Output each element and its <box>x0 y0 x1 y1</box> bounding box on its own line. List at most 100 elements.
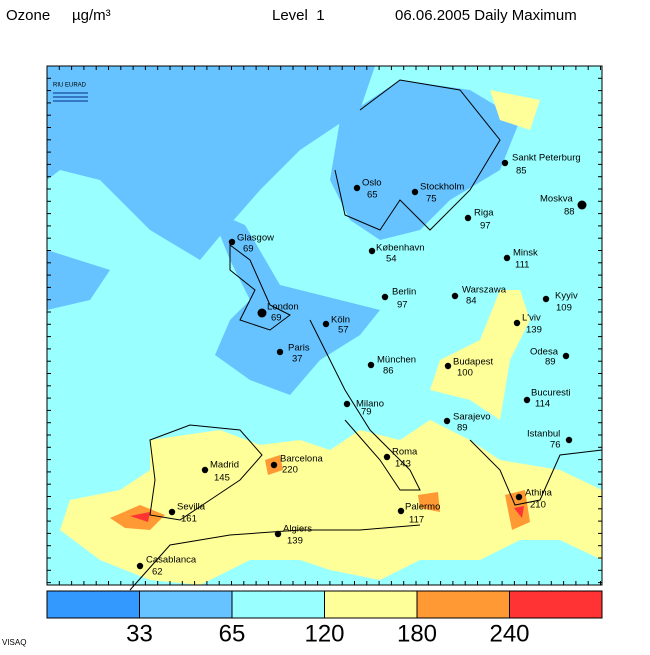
city-value: 69 <box>271 313 282 324</box>
city-value: 76 <box>550 440 561 451</box>
city-dot <box>503 254 511 262</box>
city-name: Odesa <box>530 347 559 358</box>
legend-tick: 180 <box>397 620 437 647</box>
city-name: Bucuresti <box>531 388 571 399</box>
city-name: Athina <box>525 488 553 499</box>
city-value: 75 <box>426 194 437 205</box>
city-name: Budapest <box>453 357 494 368</box>
city-dot <box>464 214 472 222</box>
city-name: Paris <box>288 343 310 354</box>
city-value: 97 <box>480 221 491 232</box>
map-field <box>46 65 603 591</box>
city-dot <box>367 361 375 369</box>
city-name: Warszawa <box>462 285 507 296</box>
city-name: Istanbul <box>527 429 560 440</box>
city-value: 145 <box>214 473 230 484</box>
city-dot <box>270 461 278 469</box>
unit: µg/m³ <box>72 7 111 24</box>
city-value: 210 <box>530 500 546 511</box>
city-name: Roma <box>392 447 418 458</box>
city-name: Sevilla <box>177 502 206 513</box>
city-value: 139 <box>526 325 542 336</box>
city-name: Stockholm <box>420 182 464 193</box>
legend-swatch <box>139 590 233 619</box>
city-value: 85 <box>516 166 527 177</box>
city-value: 117 <box>409 515 424 526</box>
city-dot <box>513 319 521 327</box>
city-name: Kyyiv <box>555 291 578 302</box>
city-value: 65 <box>367 190 378 201</box>
legend: 33 65 120 180 240 <box>46 590 603 647</box>
city-value: 220 <box>282 465 298 476</box>
level: Level 1 <box>272 7 325 24</box>
city-value: 88 <box>564 207 575 218</box>
city-name: Madrid <box>210 460 239 471</box>
city-name: Riga <box>474 208 494 219</box>
legend-swatch <box>46 590 140 619</box>
city-name: L'viv <box>522 313 541 324</box>
city-dot <box>444 362 452 370</box>
city-value: 100 <box>457 368 473 379</box>
legend-swatch <box>324 590 418 619</box>
city-dot <box>276 348 284 356</box>
city-dot <box>411 188 419 196</box>
city-dot <box>343 400 351 408</box>
city-dot <box>136 562 144 570</box>
city-name: Algiers <box>283 524 312 535</box>
city-dot <box>381 293 389 301</box>
city-dot <box>368 247 376 255</box>
city-name: København <box>376 243 425 254</box>
city-value: 84 <box>466 296 477 307</box>
city-dot <box>397 507 405 515</box>
city-dot <box>515 493 523 501</box>
city-dot <box>274 530 282 538</box>
city-dot <box>257 308 267 318</box>
city-value: 89 <box>545 357 556 368</box>
legend-swatch <box>416 590 510 619</box>
city-dot <box>228 238 236 246</box>
city-dot <box>501 159 509 167</box>
city-name: Minsk <box>513 248 538 259</box>
city-dot <box>353 184 361 192</box>
city-name: Moskva <box>540 194 573 205</box>
city-name: Oslo <box>362 178 382 189</box>
city-dot <box>451 292 459 300</box>
city-name: Barcelona <box>280 454 323 465</box>
city-dot <box>523 396 531 404</box>
logo-waves <box>53 92 88 102</box>
legend-tick: 33 <box>126 620 153 647</box>
city-dot <box>542 295 550 303</box>
city-value: 86 <box>383 366 394 377</box>
city-dot <box>383 453 391 461</box>
city-name: Milano <box>356 399 384 410</box>
city-value: 111 <box>515 260 529 271</box>
date: 06.06.2005 Daily Maximum <box>395 7 577 24</box>
city-value: 109 <box>556 303 572 314</box>
logo: RIU EURAD <box>53 83 87 89</box>
city-dot <box>201 466 209 474</box>
city-dot <box>562 352 570 360</box>
city-name: Palermo <box>405 502 440 513</box>
city-name: Casablanca <box>146 555 197 566</box>
city-dot <box>577 200 587 210</box>
city-name: Köln <box>331 315 350 326</box>
city-value: 143 <box>395 459 411 470</box>
city-name: Sankt Peterburg <box>512 153 581 164</box>
species: Ozone <box>6 7 50 24</box>
legend-tick: 65 <box>219 620 246 647</box>
legend-swatch <box>509 590 603 619</box>
legend-tick: 240 <box>489 620 529 647</box>
city-dot <box>168 508 176 516</box>
city-value: 79 <box>361 407 372 418</box>
city-name: London <box>267 302 299 313</box>
city-value: 161 <box>181 514 197 525</box>
frame-ticks <box>46 65 602 585</box>
city-value: 69 <box>243 244 254 255</box>
city-dot <box>322 320 330 328</box>
city-value: 89 <box>457 423 468 434</box>
city-name: Glasgow <box>237 233 274 244</box>
city-value: 57 <box>338 325 349 336</box>
city-name: München <box>377 355 416 366</box>
